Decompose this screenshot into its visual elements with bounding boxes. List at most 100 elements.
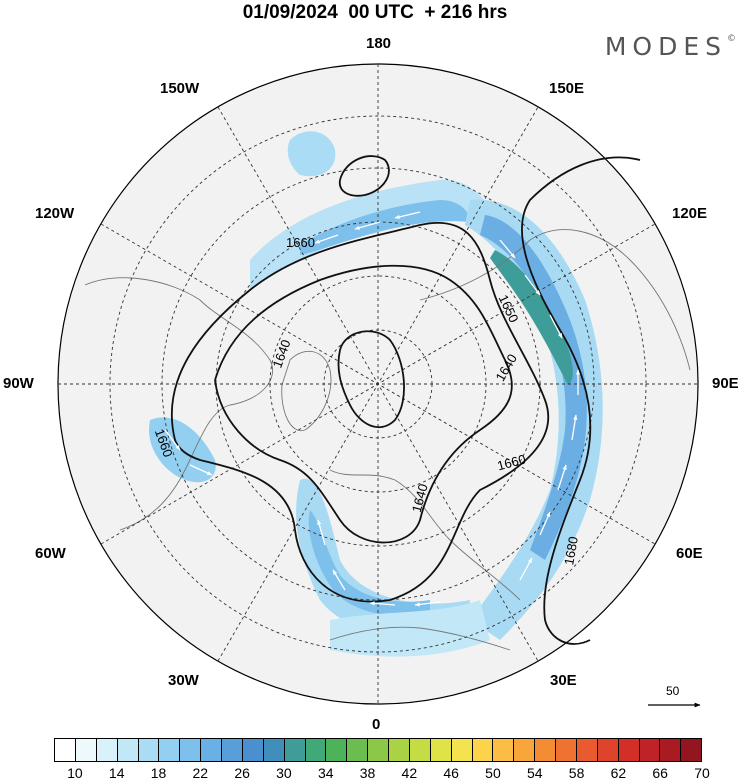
lon-label-150e: 150E: [549, 80, 585, 97]
colorbar-swatch: [535, 739, 556, 761]
colorbar-swatch: [597, 739, 619, 761]
colorbar-swatch: [660, 739, 682, 761]
colorbar-swatch: [556, 739, 577, 761]
colorbar-swatch: [180, 739, 202, 761]
height-contours: [170, 155, 641, 645]
colorbar-swatch: [284, 739, 306, 761]
colorbar-swatch: [430, 739, 452, 761]
colorbar-swatch: [242, 739, 264, 761]
colorbar-tick-label: 54: [526, 765, 543, 781]
colorbar-swatch: [326, 739, 348, 761]
polar-map: 1660 1650 1640 1640 1640 1660 1660 1680: [57, 63, 701, 708]
colorbar-swatch: [347, 739, 369, 761]
brand-logo: MODES©: [605, 32, 736, 61]
lon-label-0: 0: [372, 716, 381, 733]
wind-arrow: [369, 601, 396, 606]
jet-north-pacific-core: [300, 200, 470, 255]
reference-vector-value: 50: [666, 684, 680, 698]
brand-name: MODES: [604, 32, 727, 61]
colorbar-swatch: [389, 739, 410, 761]
wind-arrow: [317, 519, 326, 546]
meridian-150: [217, 106, 539, 662]
colorbar-swatch: [451, 739, 473, 761]
contour-label: 1680: [561, 535, 581, 566]
colorbar-tick-label: 58: [568, 765, 585, 781]
colorbar-tick-label: 18: [150, 765, 167, 781]
colorbar-tick-label: 50: [485, 765, 501, 781]
lon-label-60w: 60W: [35, 545, 66, 562]
wind-arrow: [557, 464, 567, 491]
colorbar-swatch: [55, 739, 76, 761]
wind-arrow: [499, 239, 516, 259]
wind-arrow: [549, 314, 563, 339]
lon-label-90w: 90W: [3, 375, 34, 392]
colorbar-tick-label: 42: [401, 765, 418, 781]
colorbar-swatch: [263, 739, 285, 761]
contour-1680-east: [521, 156, 641, 645]
jet-pacific-west: [287, 131, 336, 177]
wind-arrow: [332, 569, 346, 591]
wind-arrow: [539, 511, 551, 536]
contour-pacific-cell: [338, 155, 390, 197]
contour-low-center: [337, 330, 405, 429]
contour-1660-ring: [170, 221, 550, 603]
colorbar-swatch: [576, 739, 598, 761]
wind-arrow: [394, 211, 421, 219]
lon-label-150w: 150W: [160, 80, 200, 97]
wind-vectors: [164, 211, 581, 607]
colorbar-tick-label: 22: [192, 765, 209, 781]
meridians: [58, 64, 698, 704]
lon-label-120e: 120E: [672, 205, 708, 222]
coast-mediterranean: [329, 626, 511, 651]
wind-arrow: [164, 429, 181, 451]
colorbar-tick-label: 62: [610, 765, 627, 781]
colorbar-swatch: [493, 739, 515, 761]
colorbar: [54, 738, 702, 762]
brand-mark: ©: [727, 34, 736, 44]
jet-asia-outer: [465, 199, 603, 641]
wind-arrow: [524, 274, 541, 296]
colorbar-tick-label: 38: [359, 765, 376, 781]
colorbar-tick-label: 10: [67, 765, 83, 781]
lon-label-180: 180: [366, 35, 392, 52]
wind-arrow: [414, 601, 441, 607]
colorbar-tick-label: 14: [108, 765, 125, 781]
coast-north-america: [84, 277, 274, 531]
colorbar-swatch: [618, 739, 640, 761]
wind-arrow: [189, 464, 213, 476]
colorbar-swatch: [117, 739, 139, 761]
map-title: 01/09/2024 00 UTC + 216 hrs: [242, 2, 508, 23]
contour-label: 1660: [496, 451, 528, 473]
contour-label: 1640: [409, 482, 431, 514]
colorbar-tick-label: 34: [317, 765, 334, 781]
jet-asia-max: [490, 250, 573, 385]
colorbar-swatch: [472, 739, 494, 761]
colorbar-swatch: [159, 739, 181, 761]
lon-label-90e: 90E: [712, 375, 739, 392]
colorbar-swatch: [75, 739, 97, 761]
colorbar-swatch: [409, 739, 431, 761]
colorbar-swatch: [305, 739, 327, 761]
colorbar-swatch: [222, 739, 243, 761]
coast-asia: [419, 229, 691, 371]
colorbar-tick-label: 30: [276, 765, 292, 781]
jet-atlantic-south: [330, 600, 490, 657]
lon-label-30w: 30W: [168, 672, 199, 689]
colorbar-tick-label: 26: [234, 765, 250, 781]
wind-arrow: [354, 221, 381, 230]
colorbar-swatch: [201, 739, 222, 761]
colorbar-tick-label: 66: [652, 765, 668, 781]
lon-label-120w: 120W: [35, 205, 75, 222]
colorbar-swatch: [681, 739, 702, 761]
colorbar-swatch: [138, 739, 160, 761]
colorbar-swatch: [368, 739, 389, 761]
colorbar-swatch: [639, 739, 661, 761]
lon-label-60e: 60E: [676, 545, 703, 562]
colorbar-swatch: [514, 739, 536, 761]
coast-greenland: [281, 350, 332, 432]
wind-arrow: [571, 414, 578, 441]
wind-shading: [149, 131, 603, 657]
colorbar-tick-label: 70: [694, 765, 710, 781]
colorbar-swatch: [96, 739, 118, 761]
contour-1640-ring: [214, 264, 513, 544]
